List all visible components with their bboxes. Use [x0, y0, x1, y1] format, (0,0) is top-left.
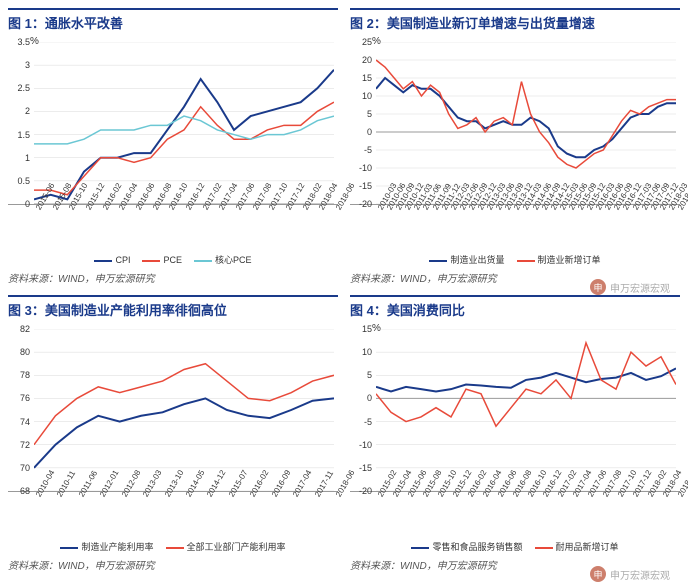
chart-title: 图 3：美国制造业产能利用率徘徊高位 [8, 297, 338, 321]
y-tick: -20 [359, 199, 372, 209]
legend-item: 全部工业部门产能利用率 [166, 542, 286, 552]
watermark: 申申万宏源宏观 [590, 279, 670, 295]
series-line [376, 78, 676, 157]
legend-item: 制造业出货量 [429, 255, 504, 265]
y-tick: 3 [25, 60, 30, 70]
legend-item: PCE [142, 255, 182, 265]
y-tick: 10 [362, 91, 372, 101]
y-tick: 0.5 [17, 176, 30, 186]
y-tick: 76 [20, 393, 30, 403]
y-tick: 15 [362, 324, 372, 334]
chart-title: 图 1：通胀水平改善 [8, 10, 338, 34]
y-tick: -15 [359, 463, 372, 473]
series-line [34, 398, 334, 467]
y-tick: 25 [362, 37, 372, 47]
chart-panel: 图 1：通胀水平改善%00.511.522.533.52015-062015-0… [8, 8, 338, 291]
series-line [376, 368, 676, 391]
y-tick: 1 [25, 153, 30, 163]
y-tick: 2.5 [17, 83, 30, 93]
y-tick: 0 [367, 127, 372, 137]
chart-area: %00.511.522.533.5 [8, 34, 338, 205]
chart-area: %-20-15-10-5051015 [350, 321, 680, 492]
legend-item: CPI [94, 255, 130, 265]
y-tick: 70 [20, 463, 30, 473]
series-line [376, 343, 676, 426]
y-tick: 3.5 [17, 37, 30, 47]
y-tick: 80 [20, 347, 30, 357]
y-tick: -15 [359, 181, 372, 191]
legend-item: 制造业新增订单 [517, 255, 601, 265]
y-tick: -10 [359, 440, 372, 450]
y-tick: 2 [25, 106, 30, 116]
legend: CPI PCE 核心PCE [8, 253, 338, 268]
source-text: 资料来源：WIND，申万宏源研究 [8, 268, 338, 291]
legend-item: 核心PCE [194, 255, 252, 265]
y-tick: -10 [359, 163, 372, 173]
chart-panel: 图 3：美国制造业产能利用率徘徊高位68707274767880822010-0… [8, 295, 338, 578]
chart-title: 图 4：美国消费同比 [350, 297, 680, 321]
legend-item: 零售和食品服务销售额 [411, 542, 522, 552]
legend: 制造业产能利用率 全部工业部门产能利用率 [8, 540, 338, 555]
y-tick: 1.5 [17, 130, 30, 140]
y-tick: -5 [364, 145, 372, 155]
y-tick: -20 [359, 486, 372, 496]
y-tick: 74 [20, 417, 30, 427]
chart-area: 6870727476788082 [8, 321, 338, 492]
y-tick: -5 [364, 417, 372, 427]
y-tick: 68 [20, 486, 30, 496]
legend-item: 耐用品新增订单 [535, 542, 619, 552]
y-tick: 20 [362, 55, 372, 65]
y-tick: 15 [362, 73, 372, 83]
y-tick: 82 [20, 324, 30, 334]
chart-title: 图 2：美国制造业新订单增速与出货量增速 [350, 10, 680, 34]
legend: 制造业出货量 制造业新增订单 [350, 253, 680, 268]
source-text: 资料来源：WIND，申万宏源研究 [8, 555, 338, 578]
chart-panel: 图 4：美国消费同比%-20-15-10-50510152015-022015-… [350, 295, 680, 578]
legend: 零售和食品服务销售额 耐用品新增订单 [350, 540, 680, 555]
y-tick: 0 [367, 393, 372, 403]
watermark: 申申万宏源宏观 [590, 566, 670, 582]
chart-area: %-20-15-10-50510152025 [350, 34, 680, 205]
y-tick: 78 [20, 370, 30, 380]
y-tick: 5 [367, 370, 372, 380]
y-tick: 0 [25, 199, 30, 209]
y-tick: 10 [362, 347, 372, 357]
chart-panel: 图 2：美国制造业新订单增速与出货量增速%-20-15-10-505101520… [350, 8, 680, 291]
legend-item: 制造业产能利用率 [60, 542, 153, 552]
y-tick: 72 [20, 440, 30, 450]
y-tick: 5 [367, 109, 372, 119]
